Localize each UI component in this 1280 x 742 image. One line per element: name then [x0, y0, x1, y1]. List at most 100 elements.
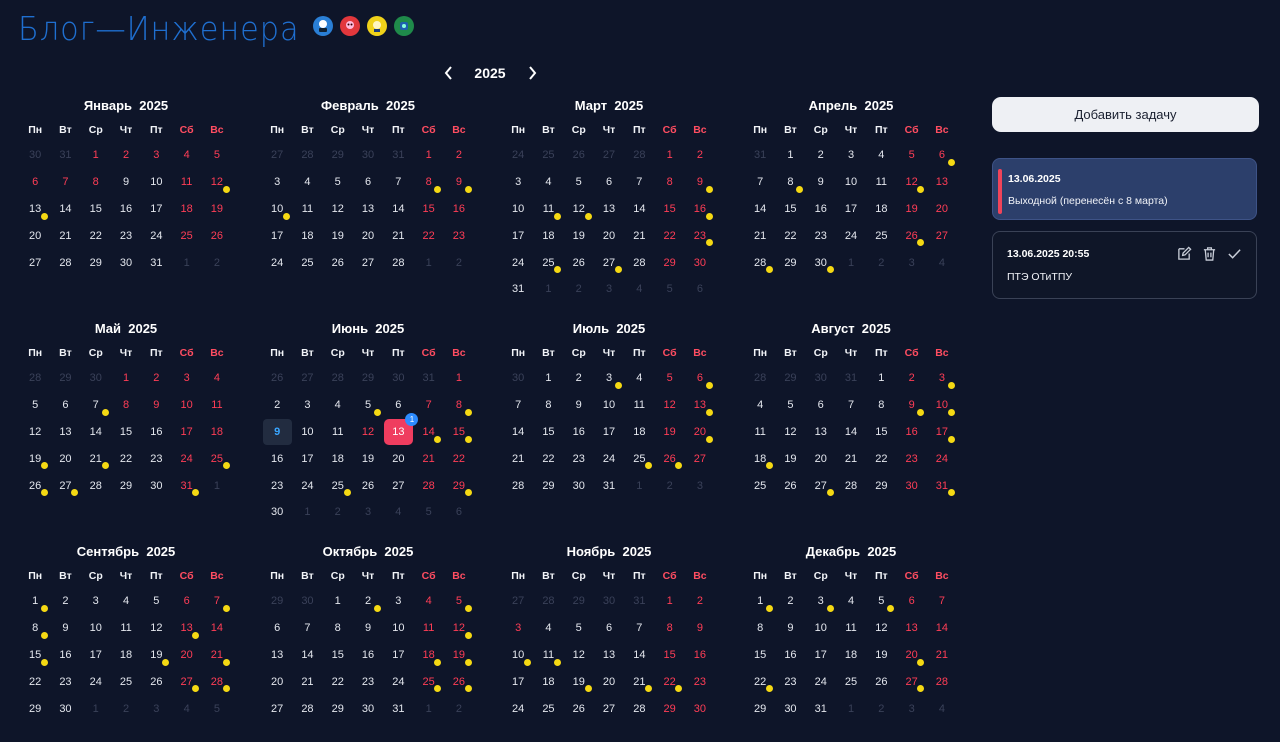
calendar-day[interactable]: 31: [594, 472, 624, 499]
calendar-day[interactable]: 20: [806, 445, 836, 472]
calendar-day[interactable]: 14: [292, 642, 322, 669]
calendar-day[interactable]: 28: [503, 472, 533, 499]
calendar-day[interactable]: 29: [654, 249, 684, 276]
calendar-day[interactable]: 25: [745, 472, 775, 499]
calendar-day[interactable]: 1: [866, 365, 896, 392]
calendar-day[interactable]: 12: [202, 169, 232, 196]
calendar-day[interactable]: 16: [896, 419, 926, 446]
calendar-day[interactable]: 29: [775, 249, 805, 276]
calendar-day[interactable]: 2: [685, 142, 715, 169]
calendar-day[interactable]: 25: [292, 249, 322, 276]
calendar-day[interactable]: 15: [444, 419, 474, 446]
calendar-day[interactable]: 1: [323, 588, 353, 615]
calendar-day[interactable]: 9: [564, 392, 594, 419]
calendar-day[interactable]: 20: [353, 222, 383, 249]
calendar-day[interactable]: 13: [353, 196, 383, 223]
calendar-day[interactable]: 19: [323, 222, 353, 249]
add-task-button[interactable]: Добавить задачу: [992, 97, 1259, 132]
calendar-day[interactable]: 9: [685, 615, 715, 642]
calendar-day[interactable]: 21: [413, 445, 443, 472]
calendar-day[interactable]: 25: [413, 668, 443, 695]
calendar-day[interactable]: 8: [413, 169, 443, 196]
calendar-day[interactable]: 12: [896, 169, 926, 196]
calendar-day[interactable]: 31: [383, 695, 413, 722]
calendar-day[interactable]: 15: [775, 196, 805, 223]
trash-icon[interactable]: [1201, 245, 1217, 261]
calendar-day[interactable]: 22: [444, 445, 474, 472]
task-card[interactable]: 13.06.2025 20:55 ПТЭ ОТиТПУ: [992, 231, 1257, 299]
calendar-day[interactable]: 25: [202, 445, 232, 472]
calendar-day[interactable]: 11: [836, 615, 866, 642]
calendar-day[interactable]: 3: [383, 588, 413, 615]
calendar-day[interactable]: 14: [383, 196, 413, 223]
calendar-day[interactable]: 31: [141, 249, 171, 276]
calendar-day[interactable]: 5: [866, 588, 896, 615]
calendar-day[interactable]: 10: [594, 392, 624, 419]
calendar-day[interactable]: 29: [745, 695, 775, 722]
calendar-day[interactable]: 24: [81, 668, 111, 695]
calendar-day[interactable]: 8: [745, 615, 775, 642]
chevron-left-icon[interactable]: [440, 63, 456, 83]
calendar-day[interactable]: 23: [806, 222, 836, 249]
calendar-day[interactable]: 3: [141, 142, 171, 169]
calendar-day[interactable]: 8: [111, 392, 141, 419]
calendar-day[interactable]: 29: [654, 695, 684, 722]
calendar-day[interactable]: 3: [171, 365, 201, 392]
calendar-day[interactable]: 26: [896, 222, 926, 249]
calendar-day[interactable]: 17: [262, 222, 292, 249]
calendar-day[interactable]: 20: [685, 419, 715, 446]
edit-icon[interactable]: [1176, 245, 1192, 261]
calendar-day[interactable]: 26: [866, 668, 896, 695]
calendar-day[interactable]: 22: [111, 445, 141, 472]
calendar-day[interactable]: 24: [806, 668, 836, 695]
calendar-day[interactable]: 3: [292, 392, 322, 419]
calendar-day[interactable]: 16: [111, 196, 141, 223]
calendar-day[interactable]: 15: [745, 642, 775, 669]
calendar-day[interactable]: 4: [624, 365, 654, 392]
calendar-day[interactable]: 7: [624, 169, 654, 196]
calendar-day[interactable]: 28: [202, 668, 232, 695]
calendar-day[interactable]: 15: [866, 419, 896, 446]
calendar-day[interactable]: 7: [383, 169, 413, 196]
calendar-day[interactable]: 19: [141, 642, 171, 669]
calendar-day[interactable]: 6: [353, 169, 383, 196]
calendar-day[interactable]: 15: [654, 196, 684, 223]
calendar-day[interactable]: 28: [292, 695, 322, 722]
calendar-day[interactable]: 11: [111, 615, 141, 642]
calendar-day[interactable]: 18: [533, 222, 563, 249]
calendar-day[interactable]: 31: [503, 276, 533, 303]
calendar-day[interactable]: 5: [654, 365, 684, 392]
calendar-day[interactable]: 30: [353, 695, 383, 722]
calendar-day[interactable]: 17: [927, 419, 957, 446]
calendar-day[interactable]: 5: [141, 588, 171, 615]
calendar-day[interactable]: 9: [141, 392, 171, 419]
calendar-day[interactable]: 5: [564, 615, 594, 642]
calendar-day[interactable]: 22: [654, 222, 684, 249]
calendar-day[interactable]: 2: [896, 365, 926, 392]
calendar-day[interactable]: 7: [745, 169, 775, 196]
calendar-day[interactable]: 11: [323, 419, 353, 446]
calendar-day[interactable]: 14: [836, 419, 866, 446]
calendar-day[interactable]: 31: [171, 472, 201, 499]
calendar-day[interactable]: 2: [111, 142, 141, 169]
calendar-day[interactable]: 5: [323, 169, 353, 196]
calendar-day[interactable]: 19: [564, 222, 594, 249]
calendar-day[interactable]: 11: [171, 169, 201, 196]
calendar-day[interactable]: 29: [111, 472, 141, 499]
calendar-day[interactable]: 3: [503, 615, 533, 642]
calendar-day[interactable]: 5: [20, 392, 50, 419]
calendar-day[interactable]: 8: [20, 615, 50, 642]
calendar-day[interactable]: 18: [111, 642, 141, 669]
calendar-day[interactable]: 24: [262, 249, 292, 276]
calendar-day[interactable]: 7: [50, 169, 80, 196]
calendar-day[interactable]: 6: [383, 392, 413, 419]
calendar-day[interactable]: 7: [836, 392, 866, 419]
calendar-day[interactable]: 8: [323, 615, 353, 642]
calendar-day[interactable]: 28: [81, 472, 111, 499]
calendar-day[interactable]: 29: [323, 695, 353, 722]
calendar-day[interactable]: 6: [594, 615, 624, 642]
calendar-day[interactable]: 20: [50, 445, 80, 472]
calendar-day[interactable]: 23: [353, 668, 383, 695]
calendar-day[interactable]: 4: [533, 615, 563, 642]
calendar-day[interactable]: 21: [81, 445, 111, 472]
